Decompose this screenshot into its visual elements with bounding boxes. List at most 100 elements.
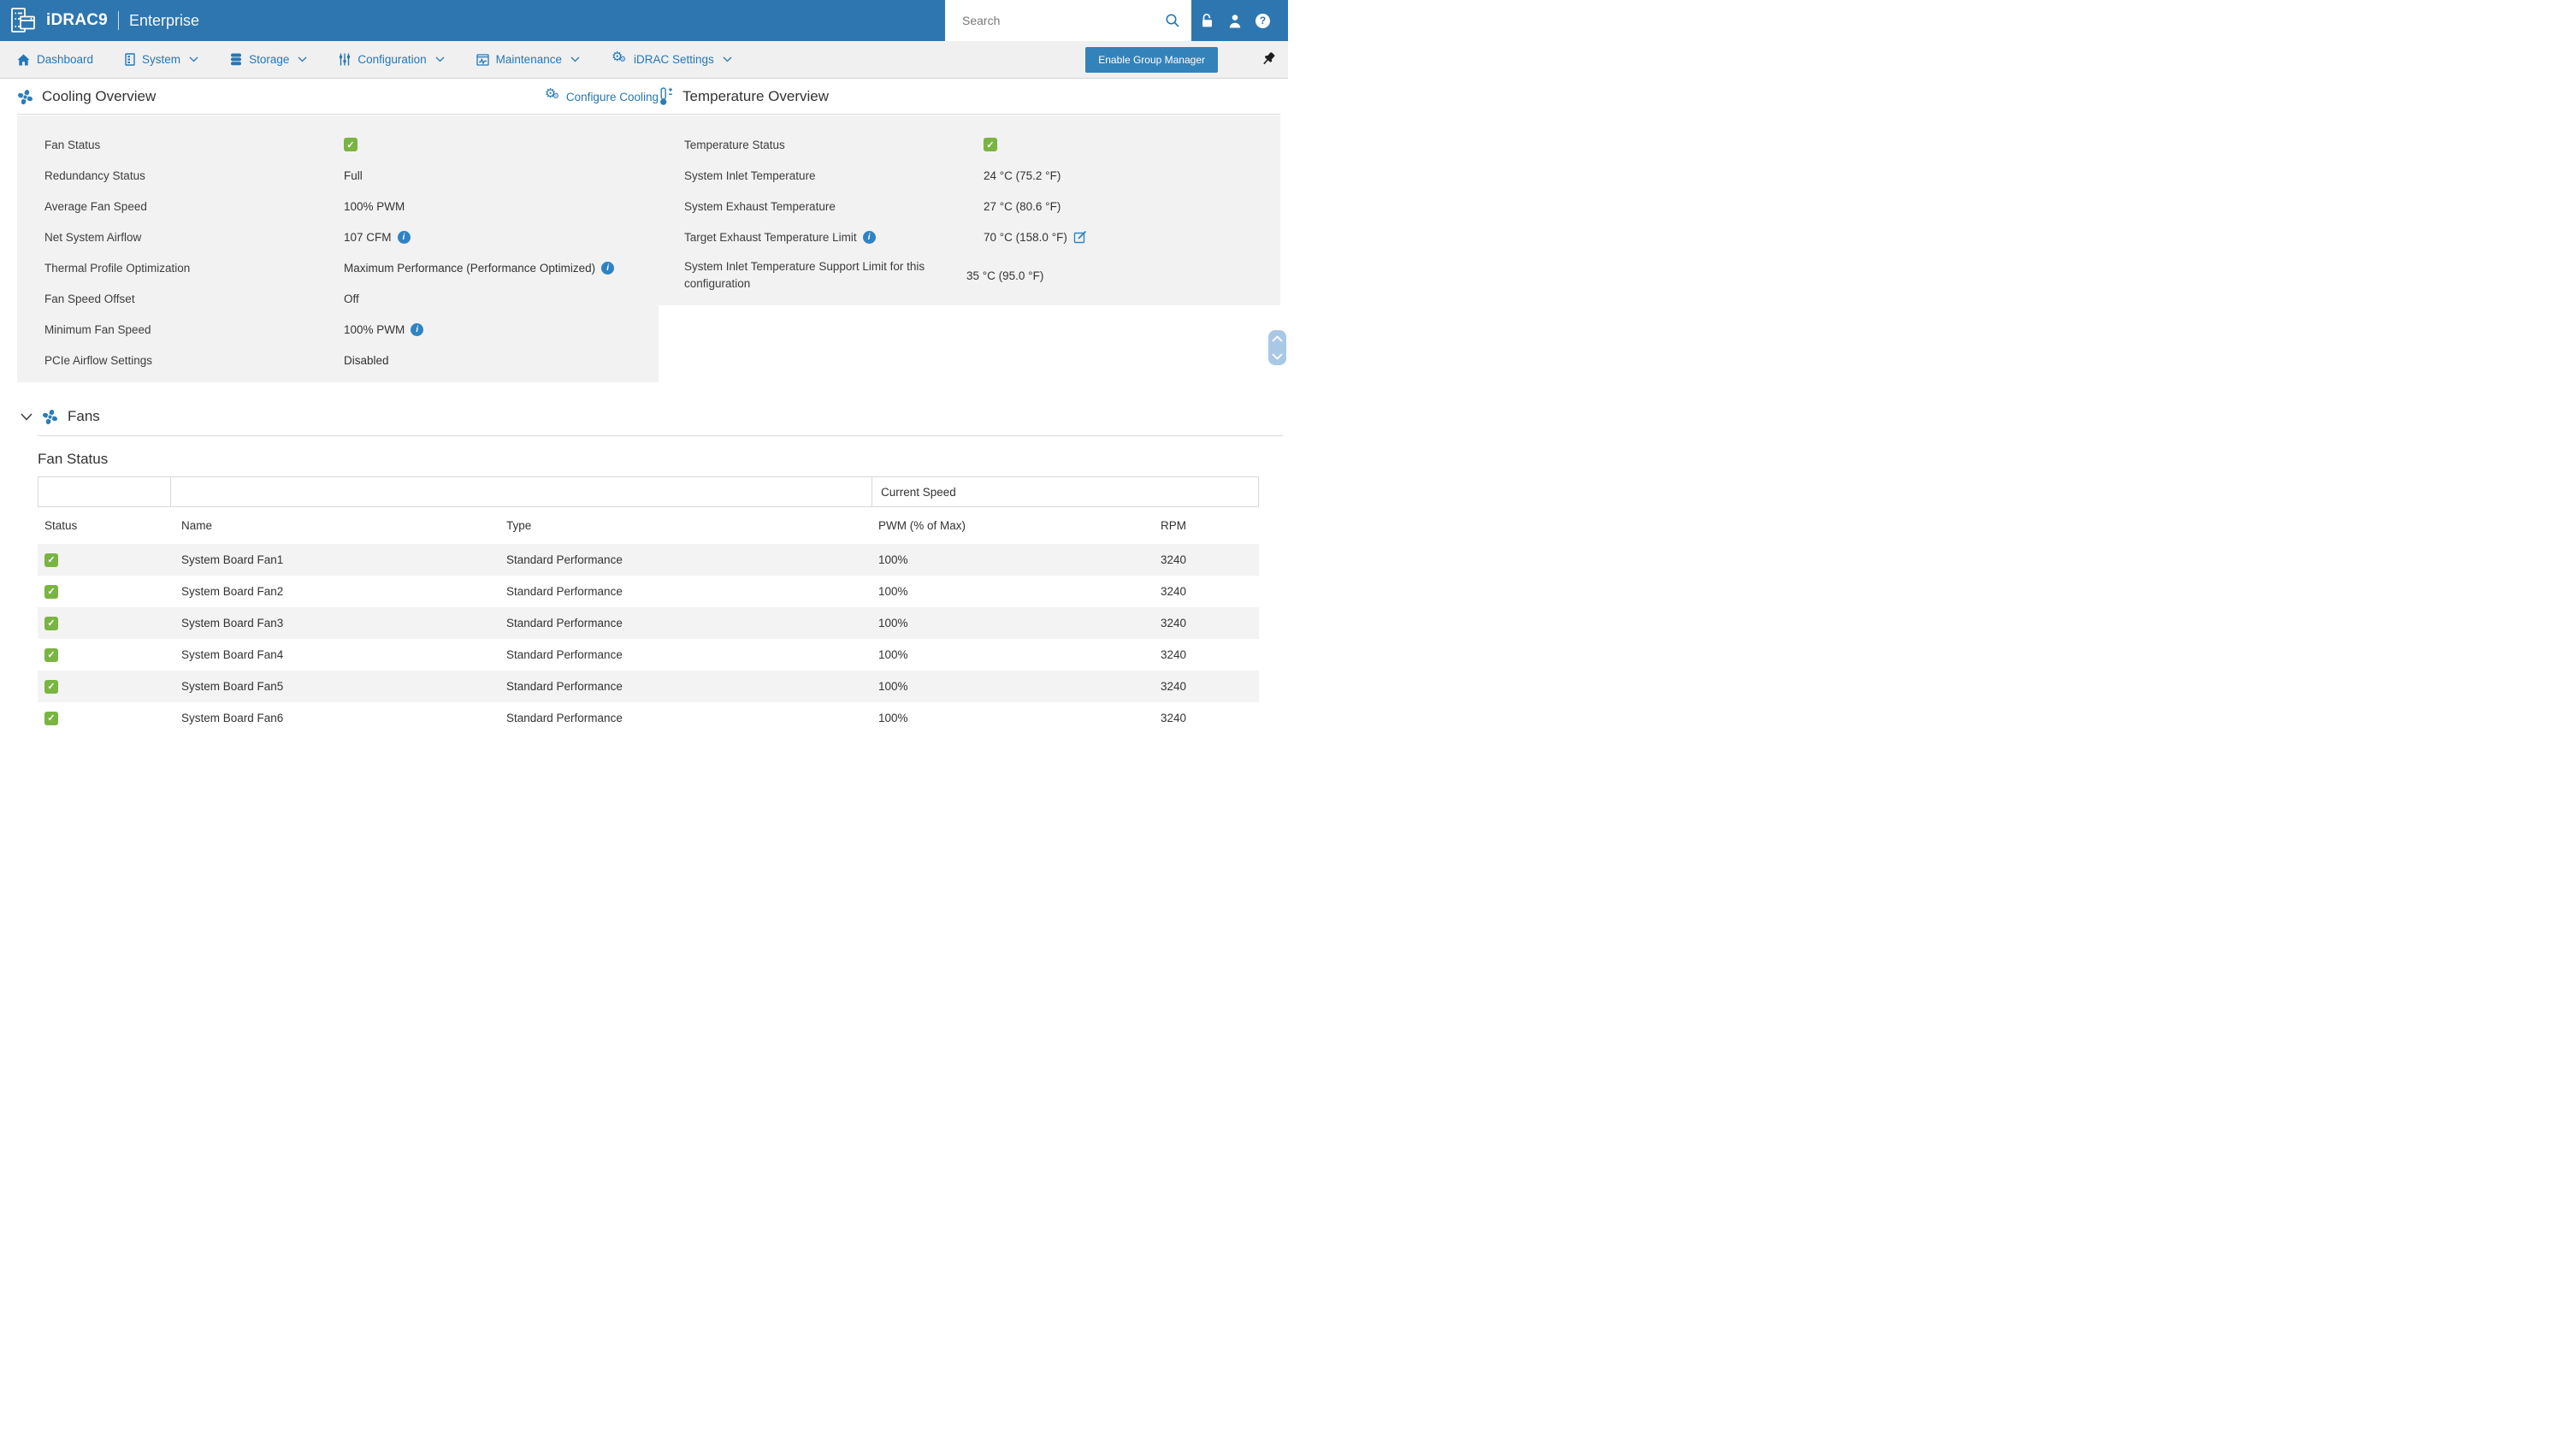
table-row: ✓ System Board Fan4 Standard Performance… (38, 639, 1259, 671)
cooling-title: Cooling Overview (42, 88, 157, 104)
section-divider (657, 114, 1280, 115)
nav-configuration[interactable]: Configuration (339, 53, 445, 66)
status-ok-icon: ✓ (44, 679, 58, 694)
status-ok-icon: ✓ (44, 553, 58, 567)
table-row: ✓ System Board Fan1 Standard Performance… (38, 544, 1259, 576)
table-row: ✓ System Board Fan6 Standard Performance… (38, 702, 1259, 734)
brand-name: iDRAC9 (46, 11, 108, 29)
temperature-row: Target Exhaust Temperature Limit i 70 °C… (684, 222, 1272, 252)
nav-storage[interactable]: Storage (230, 53, 307, 66)
configure-gear-icon: ⚙ ⚙ (544, 86, 559, 101)
table-group-header: Current Speed (38, 476, 1259, 507)
pin-icon[interactable] (1260, 51, 1276, 68)
col-header-name: Name (181, 519, 213, 532)
status-ok-icon: ✓ (44, 616, 58, 630)
table-row: ✓ System Board Fan2 Standard Performance… (38, 576, 1259, 607)
main-nav: Dashboard System Storage (0, 41, 1288, 79)
chevron-down-icon (570, 56, 580, 62)
table-header-row: Status Name Type PWM (% of Max) RPM (38, 507, 1259, 544)
temperature-row: System Inlet Temperature 24 °C (75.2 °F) (684, 168, 1061, 182)
status-ok-icon: ✓ (44, 711, 58, 725)
cooling-row: Thermal Profile Optimization Maximum Per… (44, 252, 650, 283)
nav-label: Maintenance (495, 53, 562, 66)
enable-group-manager-button[interactable]: Enable Group Manager (1085, 46, 1218, 73)
idrac-settings-icon: ⚙ ⚙ (611, 49, 627, 64)
unlock-icon[interactable] (1199, 13, 1214, 28)
scroll-widget[interactable] (1268, 330, 1286, 365)
chevron-down-icon (723, 56, 732, 62)
temperature-title: Temperature Overview (682, 88, 830, 104)
system-icon (125, 53, 135, 66)
info-icon[interactable]: i (411, 322, 424, 336)
col-header-pwm: PWM (% of Max) (878, 519, 966, 532)
user-icon[interactable] (1228, 14, 1242, 28)
brand: iDRAC9 Enterprise (0, 6, 199, 35)
brand-edition: Enterprise (128, 11, 199, 29)
table-row: ✓ System Board Fan5 Standard Performance… (38, 671, 1259, 702)
table-row: ✓ System Board Fan3 Standard Performance… (38, 607, 1259, 639)
fan-icon (18, 89, 32, 104)
temperature-row: System Inlet Temperature Support Limit f… (684, 259, 1044, 290)
nav-label: System (142, 53, 181, 66)
col-header-status: Status (44, 519, 78, 532)
cooling-panel: Fan Status ✓ Redundancy Status Full Aver… (17, 115, 659, 382)
status-ok-icon: ✓ (44, 584, 58, 599)
status-ok-icon: ✓ (344, 138, 357, 151)
edit-icon[interactable] (1073, 230, 1087, 244)
cooling-row: Net System Airflow 107 CFM i (44, 222, 650, 252)
thermometer-icon (660, 87, 672, 105)
cooling-row: PCIe Airflow Settings Disabled (44, 353, 389, 367)
storage-icon (231, 53, 242, 66)
search-input[interactable] (962, 14, 1165, 27)
group-cell-empty (170, 476, 872, 507)
fans-section: Fans Fan Status Current Speed Status Nam… (21, 405, 1283, 734)
temperature-row: Temperature Status ✓ (684, 129, 1272, 160)
info-icon[interactable]: i (601, 261, 615, 275)
search-icon[interactable] (1165, 13, 1180, 28)
chevron-down-icon (435, 56, 445, 62)
col-header-rpm: RPM (1161, 519, 1186, 532)
nav-label: Storage (249, 53, 290, 66)
info-icon[interactable]: i (397, 230, 411, 244)
nav-label: Configuration (357, 53, 427, 66)
nav-idrac-settings[interactable]: ⚙ ⚙ iDRAC Settings (611, 49, 732, 68)
cooling-overview-section: Cooling Overview ⚙ ⚙ Configure Cooling Fa… (17, 86, 659, 382)
cooling-row: Minimum Fan Speed 100% PWM i (44, 314, 650, 345)
maintenance-icon (476, 53, 489, 66)
status-ok-icon: ✓ (44, 647, 58, 662)
brand-divider (117, 11, 119, 30)
temperature-overview-section: Temperature Overview Temperature Status … (657, 86, 1280, 305)
configure-cooling-link[interactable]: ⚙ ⚙ Configure Cooling (544, 86, 659, 103)
header-icons: ? (1196, 0, 1270, 41)
fan-status-heading: Fan Status (38, 451, 109, 467)
idrac-logo-icon (9, 6, 38, 35)
cooling-row: Fan Speed Offset Off (44, 292, 359, 305)
collapse-chevron-icon[interactable] (21, 412, 32, 421)
cooling-row: Fan Status ✓ (44, 129, 650, 160)
nav-maintenance[interactable]: Maintenance (476, 53, 580, 66)
chevron-down-icon (189, 56, 198, 62)
info-icon[interactable]: i (862, 230, 876, 244)
fans-title: Fans (68, 408, 100, 424)
configuration-icon (340, 53, 351, 66)
scroll-up-icon[interactable] (1272, 335, 1283, 342)
table-body: ✓ System Board Fan1 Standard Performance… (38, 544, 1259, 734)
group-cell-empty (38, 476, 171, 507)
nav-dashboard[interactable]: Dashboard (17, 53, 93, 66)
nav-system[interactable]: System (125, 53, 198, 66)
top-header: iDRAC9 Enterprise ? (0, 0, 1288, 41)
help-icon[interactable]: ? (1256, 13, 1270, 28)
fans-divider (38, 435, 1283, 436)
nav-label: Dashboard (37, 53, 94, 66)
temperature-panel: Temperature Status ✓ System Inlet Temper… (657, 115, 1280, 305)
scroll-down-icon[interactable] (1272, 353, 1283, 360)
group-cell-current-speed: Current Speed (871, 476, 1259, 507)
nav-label: iDRAC Settings (633, 53, 714, 66)
fan-status-table: Current Speed Status Name Type PWM (% of… (38, 476, 1259, 734)
cooling-row: Average Fan Speed 100% PWM (44, 199, 405, 213)
section-divider (17, 114, 659, 115)
cooling-row: Redundancy Status Full (44, 168, 363, 182)
chevron-down-icon (298, 56, 307, 62)
fan-icon (43, 409, 57, 424)
col-header-type: Type (506, 519, 532, 532)
